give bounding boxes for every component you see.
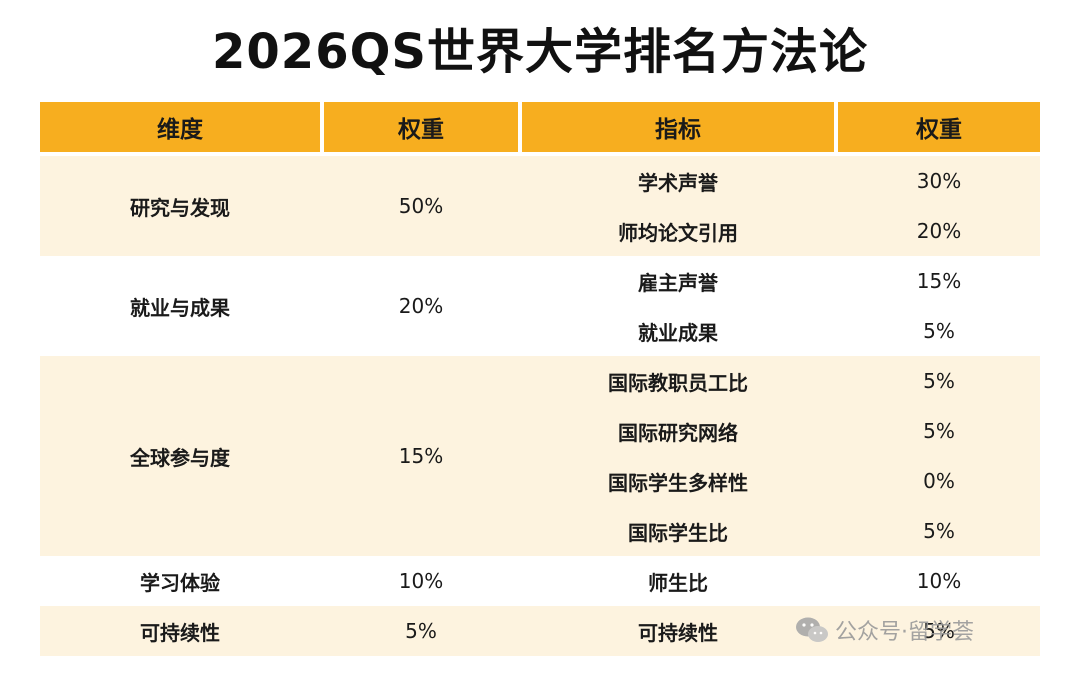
dimension-weight-cell: 20%: [398, 294, 444, 318]
indicator-cell: 雇主声誉: [638, 270, 718, 295]
dimension-cell: 研究与发现: [130, 195, 230, 220]
table-row-group: 就业与成果 20% 雇主声誉 15% 就业成果 5%: [40, 256, 1040, 356]
indicator-cell: 国际教职员工比: [608, 370, 748, 395]
indicator-weight-cell: 15%: [916, 269, 962, 293]
dimension-cell: 就业与成果: [130, 295, 230, 320]
page-title: 2026QS世界大学排名方法论: [212, 24, 868, 80]
indicator-weight-cell: 5%: [923, 619, 955, 643]
indicator-weight-cell: 30%: [916, 169, 962, 193]
indicator-cell: 国际学生多样性: [608, 470, 748, 495]
indicator-weight-cell: 5%: [923, 319, 955, 343]
table-row-group: 全球参与度 15% 国际教职员工比 5% 国际研究网络 5% 国际学生多样性 0% 国际学生比 5…: [40, 356, 1040, 556]
table-row-group: 学习体验 10% 师生比 10%: [40, 556, 1040, 606]
methodology-table: 维度 权重 指标 权重 研究与发现 50% 学术声誉 30% 师均论文引用 20% 就业与成…: [40, 102, 1040, 658]
header-indicator: 指标: [522, 102, 834, 152]
wechat-icon: [796, 617, 828, 642]
dimension-cell: 可持续性: [140, 620, 220, 645]
indicator-weight-cell: 10%: [916, 569, 962, 593]
dimension-weight-cell: 5%: [405, 619, 437, 643]
indicator-cell: 就业成果: [638, 320, 718, 345]
dimension-weight-cell: 15%: [398, 444, 444, 468]
header-weight: 权重: [324, 102, 518, 152]
header-indicator-weight: 权重: [838, 102, 1040, 152]
indicator-cell: 师生比: [648, 570, 708, 595]
table-row-group: 研究与发现 50% 学术声誉 30% 师均论文引用 20%: [40, 156, 1040, 256]
header-dimension: 维度: [40, 102, 320, 152]
indicator-weight-cell: 0%: [923, 469, 955, 493]
dimension-weight-cell: 10%: [398, 569, 444, 593]
dimension-cell: 学习体验: [140, 570, 220, 595]
indicator-weight-cell: 5%: [923, 519, 955, 543]
dimension-cell: 全球参与度: [130, 445, 230, 470]
indicator-cell: 师均论文引用: [618, 220, 738, 245]
indicator-weight-cell: 20%: [916, 219, 962, 243]
indicator-cell: 国际学生比: [628, 520, 728, 545]
table-row-group: 可持续性 5% 可持续性 5%: [40, 606, 1040, 656]
indicator-weight-cell: 5%: [923, 369, 955, 393]
dimension-weight-cell: 50%: [398, 194, 444, 218]
indicator-cell: 国际研究网络: [618, 420, 738, 445]
indicator-cell: 可持续性: [638, 620, 718, 645]
watermark: 公众号·留学荟: [795, 612, 974, 648]
indicator-weight-cell: 5%: [923, 419, 955, 443]
watermark-text: 公众号·留学荟: [835, 620, 974, 645]
indicator-cell: 学术声誉: [638, 170, 718, 195]
